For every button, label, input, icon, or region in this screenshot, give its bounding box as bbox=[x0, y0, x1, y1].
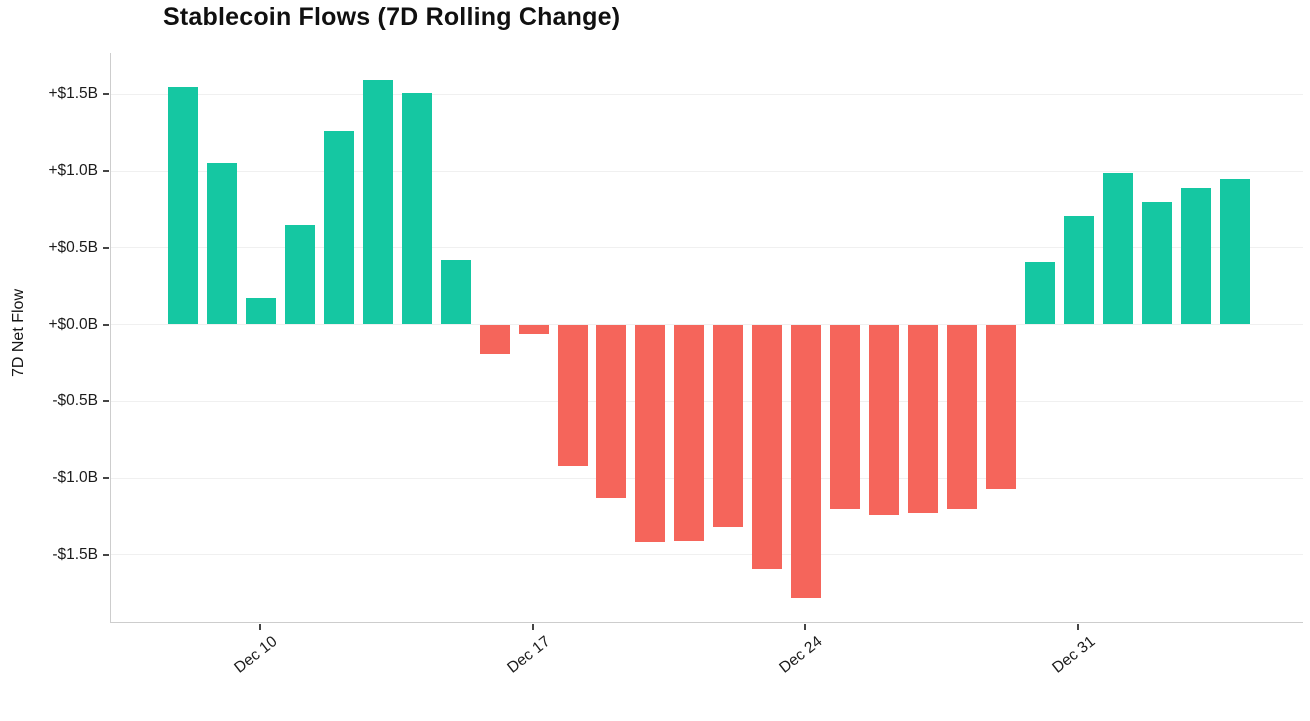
gridline bbox=[111, 247, 1303, 249]
bar bbox=[596, 324, 627, 498]
bar bbox=[518, 324, 549, 334]
bar bbox=[791, 324, 822, 598]
x-tick-label: Dec 17 bbox=[503, 633, 554, 677]
y-tick-mark bbox=[103, 477, 109, 479]
x-tick-label: Dec 24 bbox=[776, 633, 826, 677]
bar bbox=[985, 324, 1016, 489]
bar bbox=[168, 86, 198, 325]
bar bbox=[245, 298, 276, 325]
bar bbox=[947, 324, 977, 509]
y-tick-mark bbox=[103, 553, 109, 556]
bar bbox=[206, 163, 237, 325]
plot-area bbox=[110, 53, 1303, 623]
bar bbox=[1063, 215, 1094, 325]
y-tick-label: +$0.0B bbox=[48, 315, 98, 333]
y-tick-mark bbox=[103, 246, 109, 249]
bar bbox=[635, 324, 666, 543]
x-tick-mark bbox=[258, 624, 261, 630]
bar bbox=[869, 324, 900, 515]
gridline bbox=[111, 554, 1303, 556]
bar bbox=[362, 80, 393, 325]
x-tick-mark bbox=[1076, 624, 1079, 630]
chart-title: Stablecoin Flows (7D Rolling Change) bbox=[163, 3, 621, 31]
bar bbox=[1024, 261, 1055, 325]
bar bbox=[284, 224, 315, 325]
bar bbox=[323, 131, 354, 325]
y-tick-mark bbox=[103, 400, 109, 403]
y-tick-mark bbox=[103, 93, 109, 96]
y-tick-label: -$1.5B bbox=[52, 545, 98, 563]
bar bbox=[1102, 172, 1133, 325]
y-tick-label: +$0.5B bbox=[48, 238, 98, 256]
x-tick-label: Dec 10 bbox=[231, 633, 281, 677]
y-tick-label: -$1.0B bbox=[52, 469, 98, 486]
gridline bbox=[111, 93, 1303, 95]
gridline bbox=[111, 400, 1303, 402]
bar bbox=[1180, 187, 1211, 325]
y-tick-label: +$1.0B bbox=[48, 162, 98, 179]
y-tick-label: +$1.5B bbox=[48, 85, 98, 103]
bar bbox=[1219, 178, 1250, 325]
gridline bbox=[111, 477, 1303, 479]
bar bbox=[752, 324, 783, 569]
x-tick-mark bbox=[531, 624, 534, 630]
bar bbox=[440, 260, 471, 325]
bar bbox=[713, 324, 744, 528]
chart-container: Stablecoin Flows (7D Rolling Change) 7D … bbox=[10, 3, 1303, 677]
gridline bbox=[111, 324, 1303, 325]
x-tick-label: Dec 31 bbox=[1049, 633, 1099, 677]
gridline bbox=[111, 170, 1303, 172]
bar bbox=[1141, 201, 1172, 325]
bar bbox=[479, 324, 510, 354]
bar bbox=[401, 92, 432, 325]
y-tick-label: -$0.5B bbox=[52, 392, 98, 410]
bar bbox=[674, 324, 705, 541]
y-tick-mark bbox=[103, 170, 109, 172]
bar bbox=[908, 324, 939, 514]
bar bbox=[557, 324, 588, 466]
y-tick-mark bbox=[103, 323, 109, 326]
x-tick-mark bbox=[804, 624, 807, 630]
bar bbox=[830, 324, 861, 509]
